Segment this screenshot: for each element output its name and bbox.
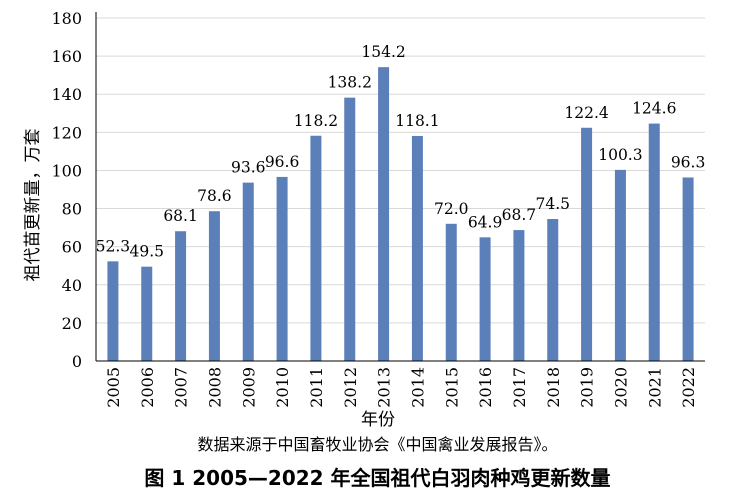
data-label: 96.3	[671, 153, 706, 171]
data-label: 52.3	[96, 237, 131, 255]
data-label: 49.5	[129, 243, 164, 261]
x-tick-label: 2009	[239, 367, 258, 408]
bar-2014	[411, 135, 423, 361]
x-tick-label: 2020	[611, 367, 630, 408]
x-tick-label: 2008	[205, 367, 224, 408]
bar-2010	[276, 176, 288, 361]
gridlines	[96, 17, 705, 324]
y-tick-label: 0	[72, 352, 82, 371]
x-tick-label: 2021	[645, 367, 664, 408]
data-label: 96.6	[265, 153, 300, 171]
x-tick-label: 2015	[442, 367, 461, 408]
bar-2007	[175, 231, 187, 361]
x-tick-labels: 2005 2006 2007 2008 2009 2010 2011 2012 2013 2014…	[104, 367, 698, 408]
bar-2005	[107, 261, 119, 361]
y-tick-label: 160	[51, 47, 82, 66]
data-label: 154.2	[361, 43, 405, 61]
y-tick-label: 80	[62, 200, 82, 219]
data-label: 138.2	[328, 74, 372, 92]
x-tick-label: 2007	[172, 367, 191, 408]
bar-2011	[310, 135, 322, 361]
x-tick-label: 2011	[307, 367, 326, 408]
x-tick-label: 2012	[341, 367, 360, 408]
bar-chart: 0 20 40 60 80 100 120 140 160 180 52.3 49.5 68.1 78.…	[23, 9, 706, 430]
bar-2019	[581, 127, 593, 361]
data-label: 93.6	[231, 159, 266, 177]
bar-2018	[547, 219, 559, 361]
x-tick-label: 2006	[138, 367, 157, 408]
data-label: 64.9	[468, 213, 503, 231]
bar-2022	[682, 177, 694, 361]
x-tick-label: 2019	[578, 367, 597, 408]
bar-2006	[141, 266, 153, 361]
bar-2016	[479, 237, 491, 361]
bar-2017	[513, 230, 525, 361]
bars	[107, 67, 694, 361]
x-tick-label: 2016	[476, 367, 495, 408]
y-tick-label: 120	[51, 123, 82, 142]
bar-2021	[648, 123, 660, 361]
data-label: 118.1	[395, 112, 439, 130]
bar-2009	[242, 182, 254, 361]
x-axis-title: 年份	[361, 410, 395, 430]
data-label: 68.1	[163, 207, 198, 225]
y-tick-label: 60	[62, 238, 82, 257]
figure-caption: 图 1 2005—2022 年全国祖代白羽肉种鸡更新数量	[144, 466, 611, 490]
data-label: 122.4	[564, 104, 609, 122]
x-tick-label: 2013	[375, 367, 394, 408]
x-tick-label: 2017	[510, 367, 529, 408]
x-tick-label: 2018	[544, 367, 563, 408]
bar-2020	[614, 169, 626, 361]
y-tick-labels: 0 20 40 60 80 100 120 140 160 180	[51, 9, 82, 371]
data-label: 68.7	[502, 206, 537, 224]
data-label: 78.6	[197, 187, 232, 205]
data-label: 100.3	[598, 146, 642, 164]
y-axis-title: 祖代苗更新量，万套	[23, 129, 43, 282]
y-tick-label: 140	[51, 85, 82, 104]
y-tick-label: 20	[62, 314, 82, 333]
data-label: 74.5	[535, 195, 570, 213]
bar-2008	[208, 211, 220, 361]
x-tick-label: 2014	[408, 367, 427, 408]
bar-2012	[344, 97, 356, 361]
data-labels: 52.3 49.5 68.1 78.6 93.6 96.6 118.2 138.2 154.2 1…	[96, 43, 706, 261]
source-note: 数据来源于中国畜牧业协会《中国禽业发展报告》。	[197, 435, 558, 454]
y-tick-label: 40	[62, 276, 82, 295]
data-label: 118.2	[294, 112, 338, 130]
bar-2013	[378, 67, 390, 361]
y-tick-label: 180	[51, 9, 82, 28]
y-tick-label: 100	[51, 161, 82, 180]
x-tick-label: 2005	[104, 367, 123, 408]
x-tick-label: 2010	[273, 367, 292, 408]
bar-2015	[445, 223, 457, 361]
data-label: 72.0	[434, 200, 469, 218]
data-label: 124.6	[632, 100, 676, 118]
x-tick-label: 2022	[679, 367, 698, 408]
